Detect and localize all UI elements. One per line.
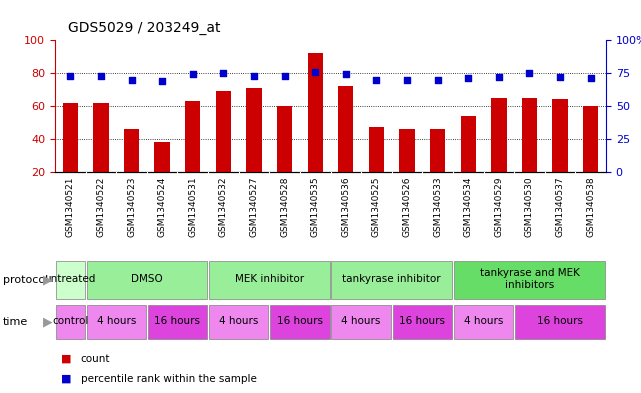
Bar bbox=[124, 129, 139, 172]
Bar bbox=[148, 305, 207, 339]
Bar bbox=[56, 261, 85, 299]
Text: GSM1340524: GSM1340524 bbox=[158, 176, 167, 237]
Text: 16 hours: 16 hours bbox=[399, 316, 445, 326]
Point bbox=[555, 74, 565, 80]
Bar bbox=[87, 261, 207, 299]
Text: 16 hours: 16 hours bbox=[154, 316, 201, 326]
Bar bbox=[271, 305, 329, 339]
Point bbox=[310, 68, 320, 75]
Bar bbox=[338, 86, 353, 172]
Text: DMSO: DMSO bbox=[131, 274, 163, 284]
Text: untreated: untreated bbox=[45, 274, 96, 284]
Point bbox=[279, 72, 290, 79]
Text: ■: ■ bbox=[62, 354, 72, 364]
Bar bbox=[583, 106, 598, 172]
Point bbox=[126, 77, 137, 83]
Text: tankyrase inhibitor: tankyrase inhibitor bbox=[342, 274, 441, 284]
Point bbox=[340, 71, 351, 77]
Text: tankyrase and MEK
inhibitors: tankyrase and MEK inhibitors bbox=[479, 268, 579, 290]
Bar bbox=[209, 305, 269, 339]
Point bbox=[494, 74, 504, 80]
Point bbox=[249, 72, 259, 79]
Text: GSM1340533: GSM1340533 bbox=[433, 176, 442, 237]
Bar bbox=[522, 98, 537, 172]
Bar bbox=[209, 261, 329, 299]
Text: ▶: ▶ bbox=[43, 274, 53, 286]
Point bbox=[524, 70, 535, 76]
Text: time: time bbox=[3, 317, 28, 327]
Bar bbox=[430, 129, 445, 172]
Bar bbox=[185, 101, 201, 172]
Bar bbox=[399, 129, 415, 172]
Text: count: count bbox=[81, 354, 110, 364]
Text: 16 hours: 16 hours bbox=[277, 316, 323, 326]
Bar bbox=[369, 127, 384, 172]
Bar bbox=[93, 103, 108, 172]
Bar bbox=[331, 305, 391, 339]
Text: GSM1340531: GSM1340531 bbox=[188, 176, 197, 237]
Point bbox=[96, 72, 106, 79]
Bar bbox=[331, 261, 452, 299]
Bar bbox=[454, 261, 605, 299]
Bar bbox=[553, 99, 568, 172]
Text: ▶: ▶ bbox=[43, 316, 53, 329]
Bar bbox=[246, 88, 262, 172]
Bar bbox=[87, 305, 146, 339]
Point bbox=[371, 77, 381, 83]
Bar bbox=[454, 305, 513, 339]
Bar bbox=[515, 305, 605, 339]
Bar bbox=[393, 305, 452, 339]
Text: percentile rank within the sample: percentile rank within the sample bbox=[81, 374, 256, 384]
Bar bbox=[56, 305, 85, 339]
Point bbox=[433, 77, 443, 83]
Text: GSM1340532: GSM1340532 bbox=[219, 176, 228, 237]
Text: protocol: protocol bbox=[3, 275, 49, 285]
Text: GSM1340528: GSM1340528 bbox=[280, 176, 289, 237]
Text: 4 hours: 4 hours bbox=[97, 316, 136, 326]
Bar bbox=[277, 106, 292, 172]
Text: GSM1340521: GSM1340521 bbox=[66, 176, 75, 237]
Text: GSM1340523: GSM1340523 bbox=[127, 176, 136, 237]
Text: GSM1340527: GSM1340527 bbox=[249, 176, 258, 237]
Bar bbox=[308, 53, 323, 172]
Bar bbox=[491, 98, 506, 172]
Text: MEK inhibitor: MEK inhibitor bbox=[235, 274, 304, 284]
Text: 4 hours: 4 hours bbox=[219, 316, 258, 326]
Text: 4 hours: 4 hours bbox=[342, 316, 381, 326]
Text: GSM1340534: GSM1340534 bbox=[463, 176, 473, 237]
Point bbox=[188, 71, 198, 77]
Text: GSM1340538: GSM1340538 bbox=[586, 176, 595, 237]
Text: GSM1340537: GSM1340537 bbox=[556, 176, 565, 237]
Text: GDS5029 / 203249_at: GDS5029 / 203249_at bbox=[68, 21, 221, 35]
Point bbox=[586, 75, 596, 81]
Bar bbox=[461, 116, 476, 172]
Text: 4 hours: 4 hours bbox=[464, 316, 503, 326]
Point bbox=[65, 72, 76, 79]
Point bbox=[402, 77, 412, 83]
Text: ■: ■ bbox=[62, 374, 72, 384]
Text: GSM1340529: GSM1340529 bbox=[494, 176, 503, 237]
Text: control: control bbox=[52, 316, 88, 326]
Text: GSM1340522: GSM1340522 bbox=[96, 176, 105, 237]
Text: GSM1340525: GSM1340525 bbox=[372, 176, 381, 237]
Bar bbox=[154, 142, 170, 172]
Text: GSM1340536: GSM1340536 bbox=[341, 176, 350, 237]
Text: GSM1340526: GSM1340526 bbox=[403, 176, 412, 237]
Text: 16 hours: 16 hours bbox=[537, 316, 583, 326]
Point bbox=[157, 78, 167, 84]
Text: GSM1340535: GSM1340535 bbox=[311, 176, 320, 237]
Bar bbox=[216, 91, 231, 172]
Point bbox=[463, 75, 473, 81]
Text: GSM1340530: GSM1340530 bbox=[525, 176, 534, 237]
Point bbox=[218, 70, 228, 76]
Bar bbox=[63, 103, 78, 172]
